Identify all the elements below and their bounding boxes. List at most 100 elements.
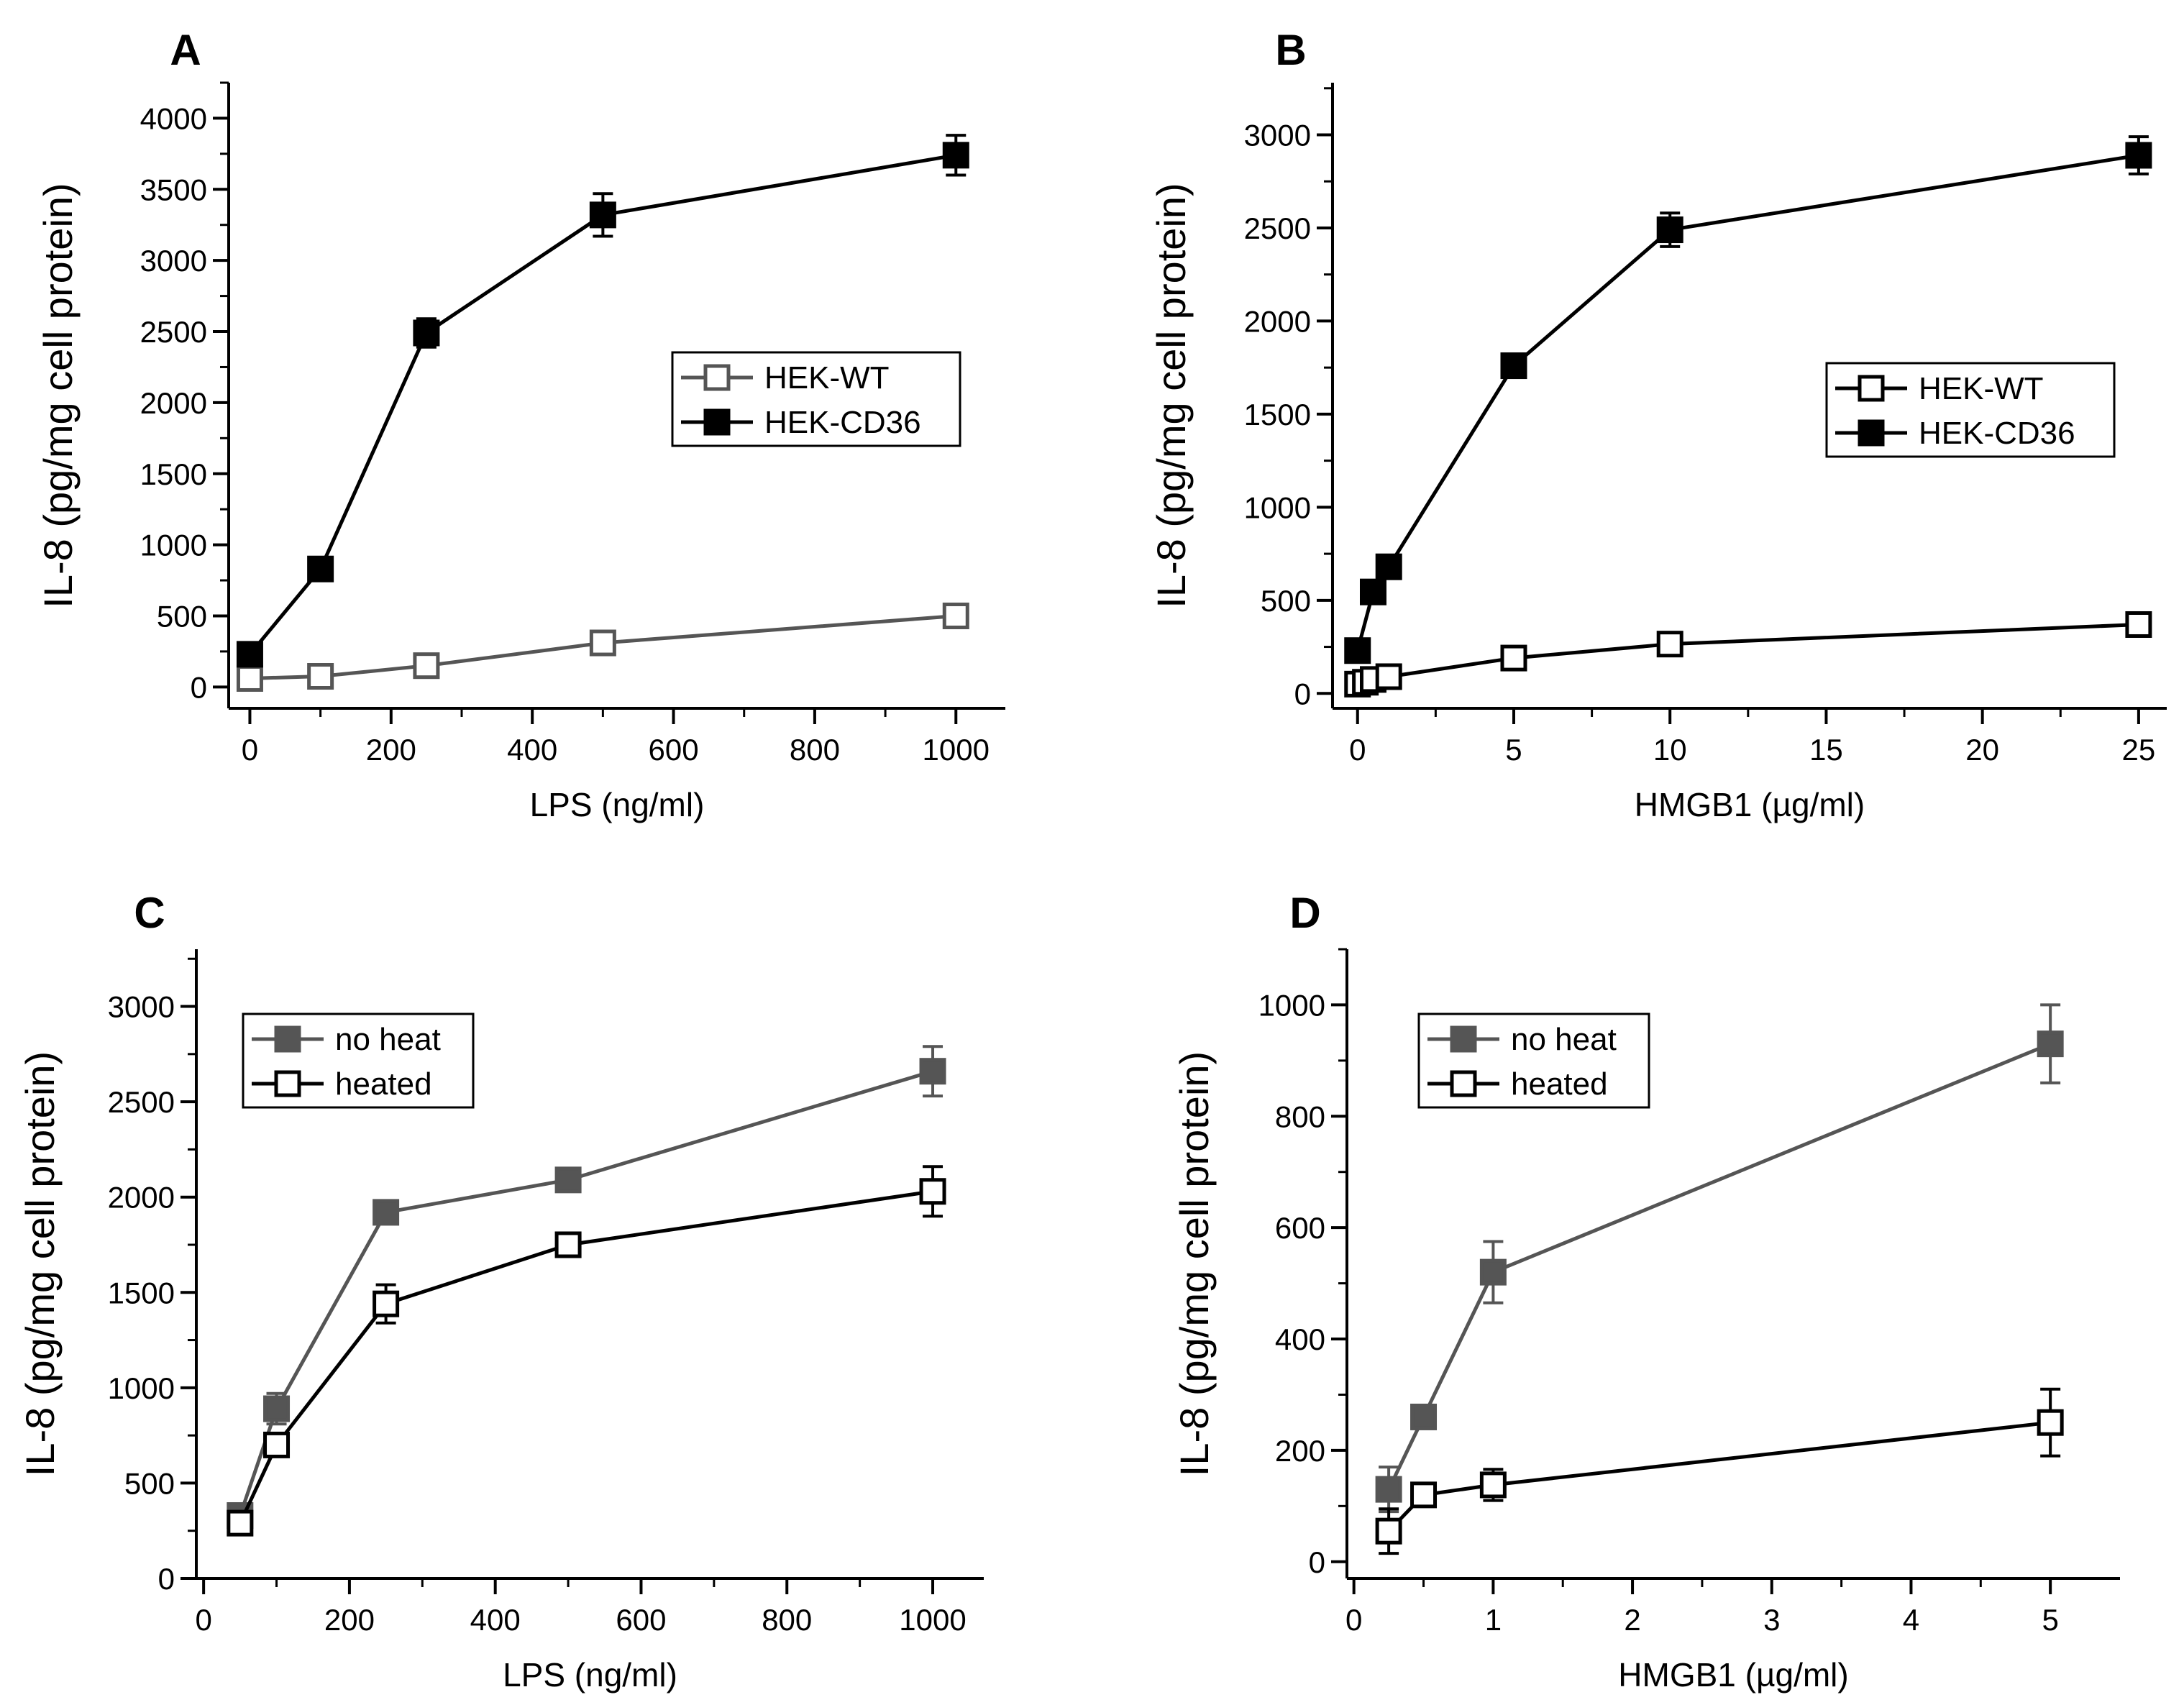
legend: no heat heated: [1417, 1013, 1650, 1109]
y-tick-label: 1500: [1244, 398, 1311, 431]
data-point: [942, 602, 969, 629]
data-point: [1410, 1403, 1438, 1430]
data-point: [2037, 1409, 2064, 1436]
x-tick-label: 0: [195, 1603, 211, 1637]
y-axis-title: IL-8 (pg/mg cell protein): [1171, 1051, 1217, 1476]
x-tick-label: 800: [790, 733, 840, 767]
x-tick-label: 5: [1505, 733, 1522, 767]
x-tick-label: 2: [1624, 1603, 1640, 1637]
series-hek-cd36: [236, 134, 969, 668]
series-hek-wt: [236, 602, 969, 692]
series-hek-cd36: [1344, 135, 2152, 664]
data-point: [942, 142, 969, 169]
series-line: [238, 1069, 933, 1517]
x-tick-label: 0: [1349, 733, 1366, 767]
legend-label: heated: [1511, 1066, 1608, 1102]
panel-c: C 0 200 400 600 800 1000 0 500 1000 1500 2000 2500 30…: [17, 889, 984, 1693]
series-heated: [227, 1165, 946, 1537]
legend: HEK-WT HEK-CD36: [671, 351, 961, 447]
data-point: [1375, 553, 1402, 580]
legend: no heat heated: [242, 1013, 475, 1109]
legend-label: no heat: [335, 1022, 441, 1057]
data-point: [2037, 1030, 2064, 1058]
data-point: [1500, 352, 1527, 380]
data-point: [1410, 1481, 1438, 1509]
x-tick-label: 1: [1485, 1603, 1502, 1637]
x-tick-label: 800: [762, 1603, 812, 1637]
data-point: [373, 1290, 400, 1317]
y-tick-label: 200: [1275, 1434, 1325, 1468]
x-tick-label: 1000: [899, 1603, 966, 1637]
x-axis-title: LPS (ng/ml): [503, 1656, 677, 1693]
legend: HEK-WT HEK-CD36: [1825, 362, 2116, 458]
legend-label: heated: [335, 1066, 432, 1102]
x-tick-label: 20: [1965, 733, 1999, 767]
x-axis-title: HMGB1 (µg/ml): [1618, 1656, 1848, 1693]
y-tick-label: 0: [1309, 1545, 1325, 1579]
data-point: [227, 1509, 254, 1537]
data-point: [589, 201, 616, 229]
y-tick-label: 2500: [140, 315, 207, 349]
y-tick-label: 1500: [140, 457, 207, 491]
legend-label: HEK-CD36: [764, 405, 921, 440]
y-axis-title: IL-8 (pg/mg cell protein): [17, 1051, 63, 1476]
x-tick-label: 0: [1345, 1603, 1362, 1637]
y-tick-label: 3000: [108, 990, 175, 1024]
data-point: [1375, 1517, 1402, 1545]
data-point: [1479, 1471, 1507, 1499]
legend-marker: [703, 364, 731, 391]
data-point: [1344, 637, 1371, 664]
y-tick-label: 1000: [1258, 988, 1325, 1022]
legend-label: HEK-CD36: [1919, 416, 2075, 451]
y-tick-label: 1000: [140, 529, 207, 562]
legend-marker: [274, 1070, 301, 1097]
y-tick-label: 3000: [140, 244, 207, 278]
legend-marker: [703, 408, 731, 436]
data-point: [413, 652, 440, 680]
y-tick-label: 500: [124, 1466, 175, 1500]
legend-marker: [274, 1025, 301, 1053]
data-point: [307, 663, 334, 690]
y-tick-label: 800: [1275, 1100, 1325, 1133]
y-tick-label: 0: [1294, 677, 1311, 710]
y-tick-label: 600: [1275, 1211, 1325, 1245]
data-point: [589, 629, 616, 657]
data-point: [1359, 578, 1386, 605]
data-point: [413, 319, 440, 347]
legend-marker: [1450, 1025, 1477, 1053]
data-point: [1500, 644, 1527, 672]
data-point: [554, 1231, 582, 1258]
x-tick-label: 3: [1763, 1603, 1780, 1637]
x-tick-label: 200: [366, 733, 416, 767]
panel-b: B 0 5 10 15 20 25 0 500 1000 1500 2000 2500 3000 HMGB1…: [1148, 26, 2167, 823]
data-point: [1479, 1258, 1507, 1286]
y-tick-label: 4000: [140, 101, 207, 135]
y-tick-label: 3500: [140, 173, 207, 206]
x-tick-label: 4: [1903, 1603, 1919, 1637]
x-tick-label: 5: [2042, 1603, 2058, 1637]
y-tick-label: 1000: [1244, 490, 1311, 524]
y-tick-label: 3000: [1244, 119, 1311, 152]
x-tick-label: 15: [1809, 733, 1843, 767]
data-point: [236, 664, 263, 692]
x-tick-label: 400: [470, 1603, 521, 1637]
x-tick-label: 400: [507, 733, 557, 767]
legend-label: no heat: [1511, 1022, 1617, 1057]
data-point: [263, 1431, 291, 1458]
data-point: [554, 1166, 582, 1194]
legend-label: HEK-WT: [764, 360, 890, 396]
panel-letter: A: [170, 26, 201, 74]
legend-marker: [1450, 1070, 1477, 1097]
panel-letter: B: [1275, 26, 1306, 74]
x-tick-label: 200: [324, 1603, 375, 1637]
panel-letter: D: [1289, 889, 1320, 937]
series-line: [1386, 1042, 2052, 1491]
y-axis-title: IL-8 (pg/mg cell protein): [1148, 183, 1194, 608]
y-tick-label: 1500: [108, 1276, 175, 1309]
y-tick-label: 1000: [108, 1371, 175, 1405]
y-tick-label: 2000: [140, 386, 207, 420]
data-point: [2125, 142, 2152, 169]
data-point: [307, 555, 334, 582]
x-tick-label: 1000: [923, 733, 990, 767]
y-tick-label: 2500: [108, 1085, 175, 1119]
